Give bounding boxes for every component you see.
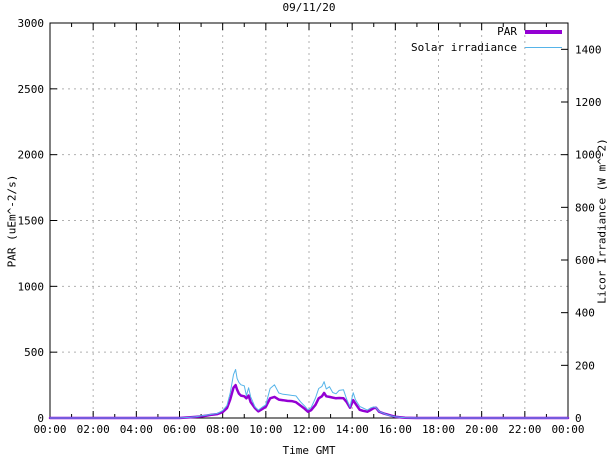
x-tick-label: 10:00 bbox=[249, 423, 282, 436]
x-tick-label: 22:00 bbox=[508, 423, 541, 436]
par-line-swatch bbox=[525, 29, 562, 34]
solar-irradiance-line-swatch bbox=[525, 47, 562, 48]
solar-irradiance-line bbox=[49, 369, 569, 419]
y2-tick-label: 600 bbox=[575, 254, 595, 267]
y-tick-label: 2500 bbox=[18, 83, 45, 96]
x-tick-label: 14:00 bbox=[336, 423, 369, 436]
y-tick-label: 3000 bbox=[18, 17, 45, 30]
x-tick-label: 20:00 bbox=[465, 423, 498, 436]
y-tick-label: 500 bbox=[24, 346, 44, 359]
x-tick-label: 18:00 bbox=[422, 423, 455, 436]
y2-tick-label: 400 bbox=[575, 307, 595, 320]
x-tick-label: 02:00 bbox=[77, 423, 110, 436]
legend-entry-par: PAR bbox=[497, 25, 562, 38]
x-tick-label: 00:00 bbox=[33, 423, 66, 436]
x-axis-label: Time GMT bbox=[282, 444, 336, 457]
x-tick-label: 04:00 bbox=[120, 423, 153, 436]
legend-entry-solar-irradiance: Solar irradiance bbox=[411, 41, 562, 54]
x-tick-label: 12:00 bbox=[292, 423, 325, 436]
legend-label-solar-irradiance: Solar irradiance bbox=[411, 41, 517, 54]
y-tick-label: 0 bbox=[37, 412, 44, 425]
y-axis-label: PAR (uEm^-2/s) bbox=[5, 174, 19, 268]
y2-axis-label: Licor Irradiance (W m^-2) bbox=[595, 138, 609, 304]
y-tick-label: 2000 bbox=[18, 149, 45, 162]
x-tick-label: 08:00 bbox=[206, 423, 239, 436]
y2-tick-label: 800 bbox=[575, 201, 595, 214]
legend: PAR Solar irradiance bbox=[411, 25, 562, 54]
x-tick-label: 06:00 bbox=[163, 423, 196, 436]
legend-label-par: PAR bbox=[497, 25, 517, 38]
y2-tick-label: 1400 bbox=[575, 43, 602, 56]
y2-tick-label: 1200 bbox=[575, 96, 602, 109]
chart-title: 09/11/20 bbox=[282, 1, 336, 14]
y2-tick-label: 1000 bbox=[575, 149, 602, 162]
x-tick-label: 00:00 bbox=[551, 423, 584, 436]
y2-tick-label: 0 bbox=[575, 412, 582, 425]
y-tick-label: 1500 bbox=[18, 215, 45, 228]
y2-tick-label: 200 bbox=[575, 359, 595, 372]
y-tick-label: 1000 bbox=[18, 280, 45, 293]
x-tick-label: 16:00 bbox=[379, 423, 412, 436]
